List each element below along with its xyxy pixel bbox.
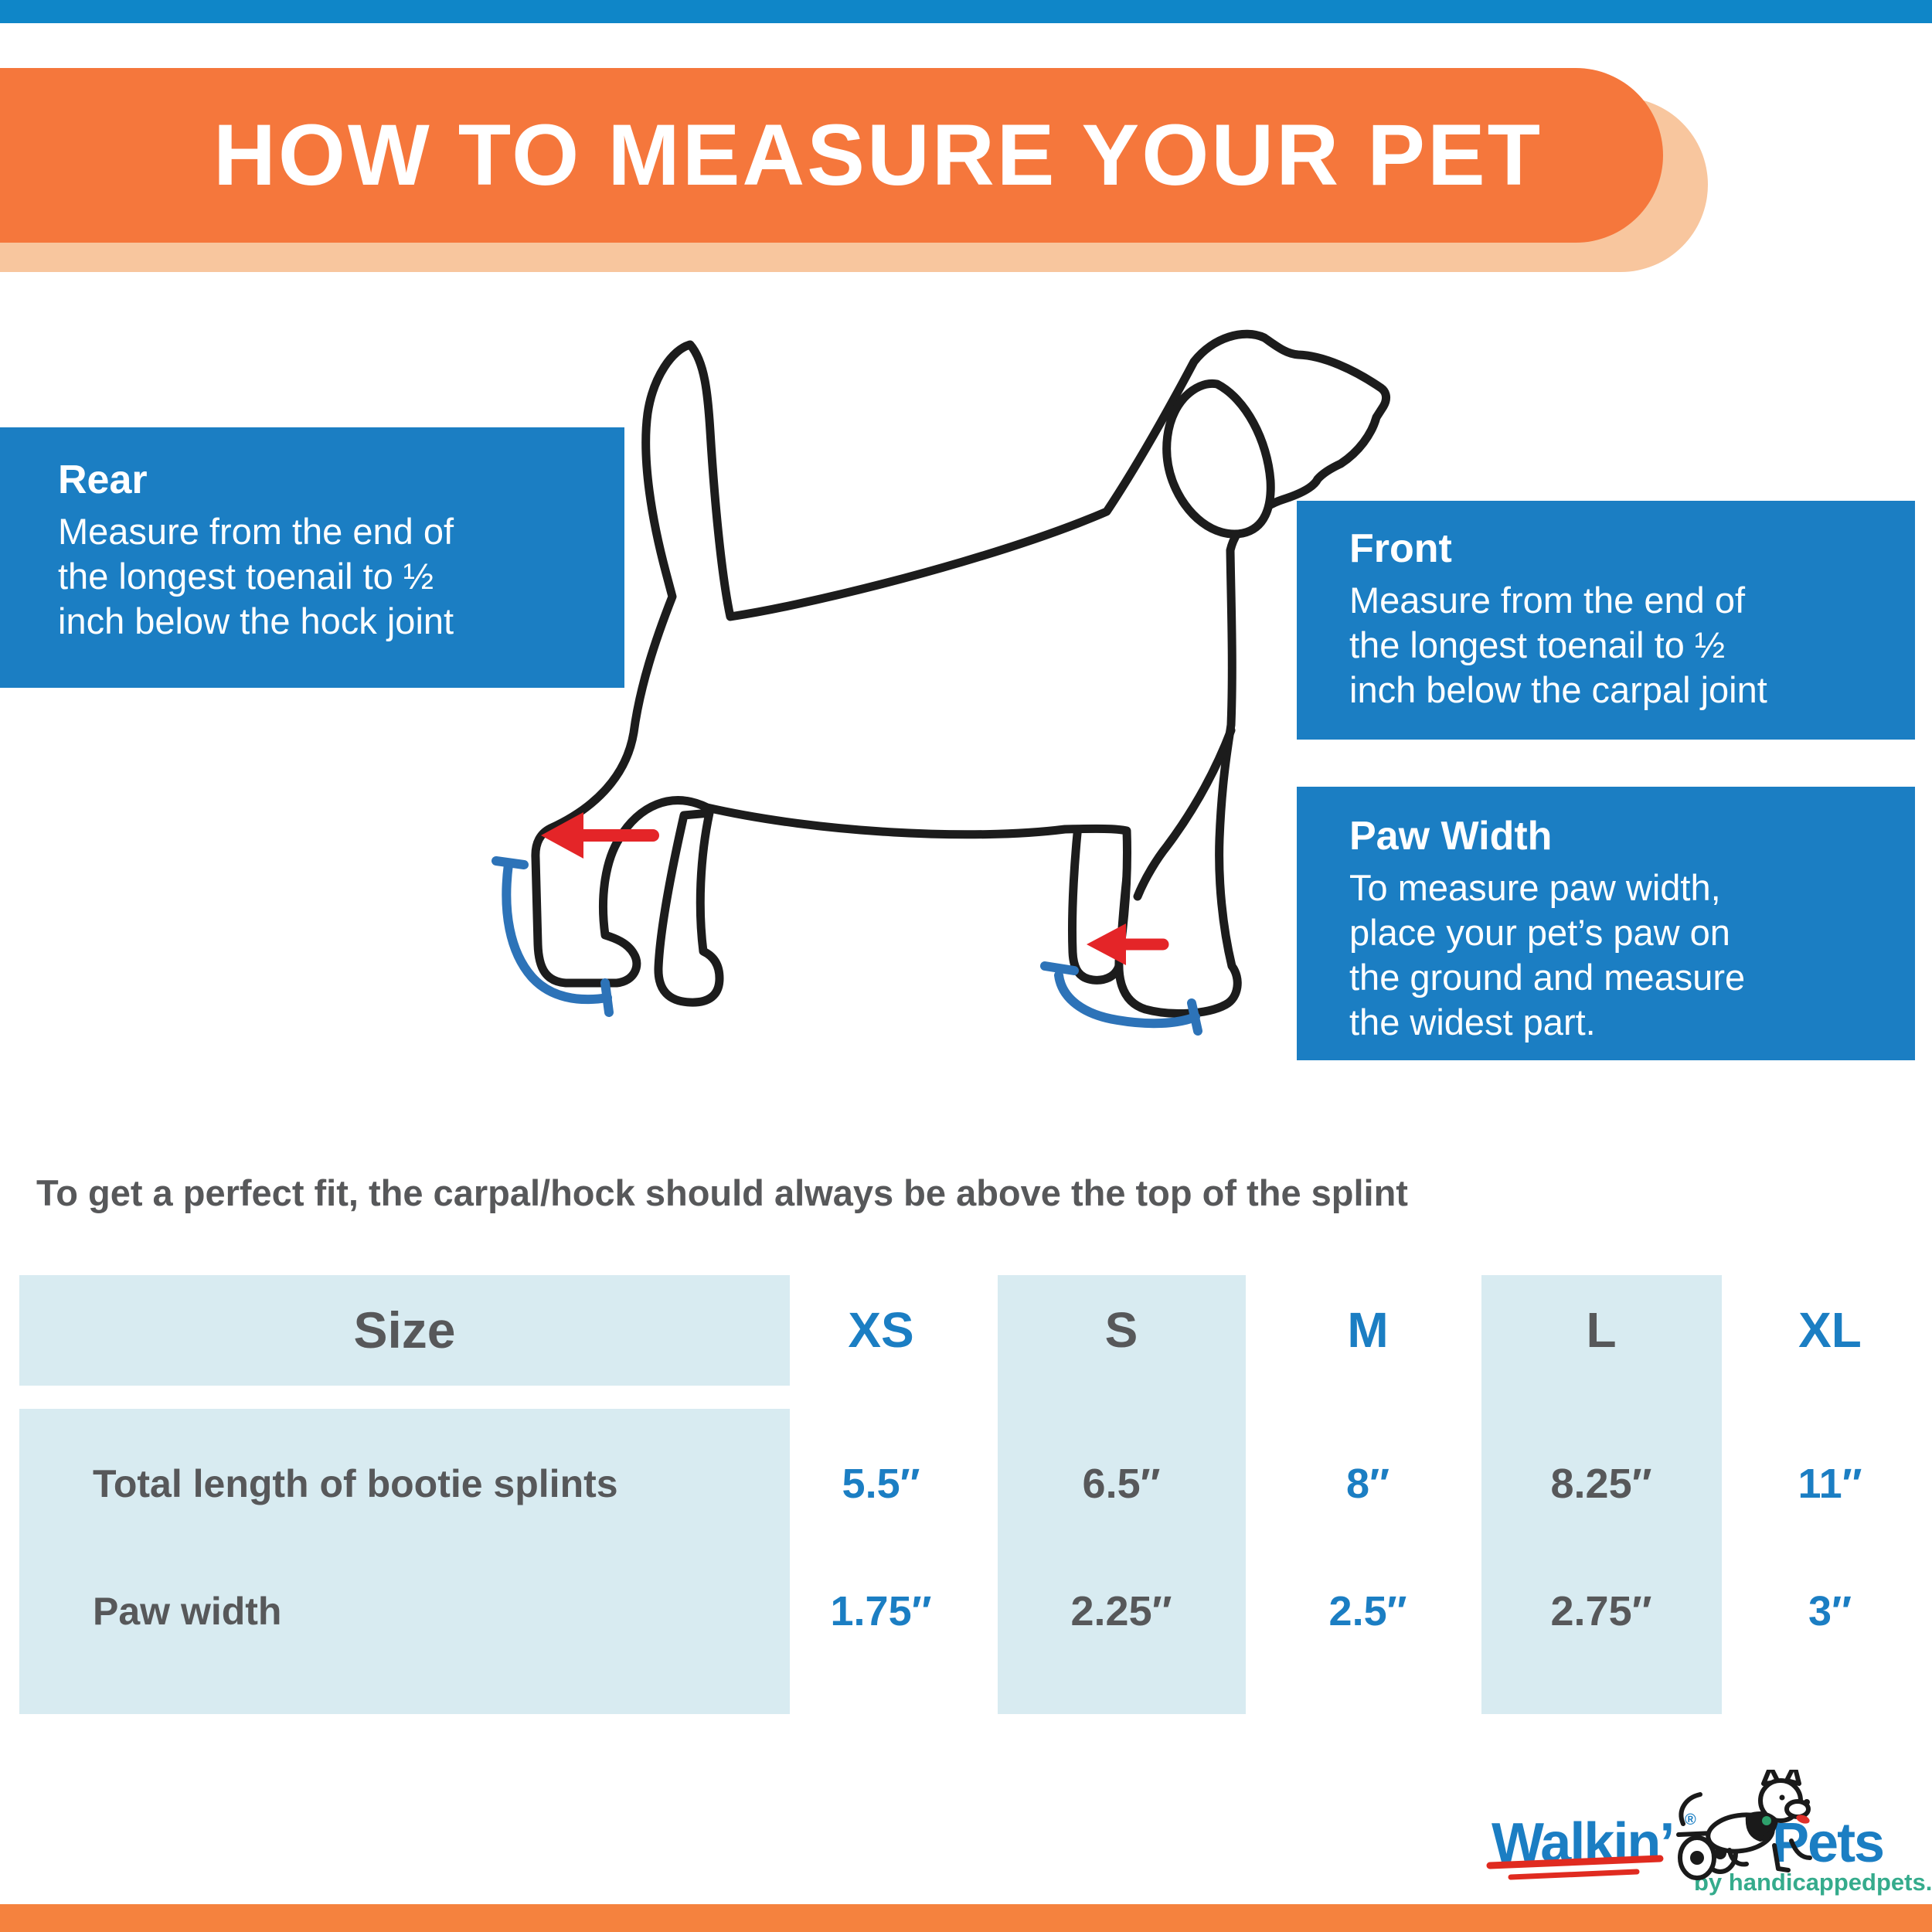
callout-rear-line: inch below the hock joint — [58, 600, 454, 641]
table-size-header-cell: Size — [19, 1275, 790, 1386]
callout-front-line: the longest toenail to ½ — [1349, 624, 1726, 665]
rear-measure-arrow-icon — [541, 812, 659, 859]
callout-rear-line: Measure from the end of — [58, 511, 454, 552]
dog-far-rear-leg-path — [654, 808, 724, 1007]
logo-registered-mark: ® — [1685, 1811, 1696, 1828]
callout-front-title: Front — [1349, 526, 1452, 571]
table-column-header-xl: XL — [1798, 1302, 1862, 1358]
header-banner: HOW TO MEASURE YOUR PET — [0, 68, 1663, 243]
callout-paw-width-line: To measure paw width, — [1349, 867, 1721, 908]
dog-chest-inner-line — [1133, 726, 1236, 901]
table-row-label: Paw width — [93, 1590, 282, 1633]
table-cell: 3″ — [1808, 1588, 1852, 1634]
logo-underline-strokes — [1486, 1855, 1664, 1880]
table-column-header-xs: XS — [848, 1302, 914, 1358]
page-title: HOW TO MEASURE YOUR PET — [213, 107, 1543, 203]
rear-paw-measure-curve — [492, 856, 614, 1017]
callout-paw-width-line: the widest part. — [1349, 1002, 1596, 1043]
table-column-band-l — [1481, 1275, 1722, 1714]
front-measure-arrow-icon — [1087, 923, 1169, 965]
dog-ear-path — [1162, 379, 1275, 539]
callout-paw-width-line: place your pet’s paw on — [1349, 912, 1730, 953]
table-cell: 11″ — [1798, 1461, 1862, 1507]
callout-front: Front Measure from the end of the longes… — [1297, 501, 1915, 740]
callout-front-line: inch below the carpal joint — [1349, 669, 1767, 710]
footer-accent-bar — [0, 1904, 1932, 1932]
front-paw-measure-curve — [1040, 961, 1202, 1036]
logo-tagline: by handicappedpets.com — [1694, 1869, 1932, 1896]
table-cell: 2.75″ — [1550, 1588, 1652, 1634]
table-cell: 8″ — [1346, 1461, 1389, 1507]
table-column-header-l: L — [1586, 1302, 1617, 1358]
callout-rear-line: the longest toenail to ½ — [58, 556, 434, 597]
callout-rear: Rear Measure from the end of the longest… — [0, 427, 624, 688]
table-row-label-block — [19, 1409, 790, 1714]
callout-paw-width-line: the ground and measure — [1349, 957, 1746, 998]
table-cell: 6.5″ — [1082, 1461, 1161, 1507]
table-column-header-m: M — [1347, 1302, 1389, 1358]
table-row-label: Total length of bootie splints — [93, 1462, 618, 1505]
table-cell: 1.75″ — [830, 1588, 932, 1634]
logo-dog-wheelchair-icon — [1676, 1770, 1812, 1880]
callout-paw-width: Paw Width To measure paw width, place yo… — [1297, 787, 1915, 1060]
table-column-header-s: S — [1104, 1302, 1138, 1358]
fit-note: To get a perfect fit, the carpal/hock sh… — [36, 1172, 1408, 1213]
top-accent-bar — [0, 0, 1932, 23]
callout-rear-title: Rear — [58, 457, 148, 502]
table-cell: 2.5″ — [1328, 1588, 1407, 1634]
callout-paw-width-title: Paw Width — [1349, 814, 1553, 859]
table-column-band-s — [998, 1275, 1246, 1714]
table-cell: 8.25″ — [1550, 1461, 1652, 1507]
callout-front-line: Measure from the end of — [1349, 580, 1746, 621]
table-cell: 5.5″ — [842, 1461, 920, 1507]
table-cell: 2.25″ — [1070, 1588, 1172, 1634]
